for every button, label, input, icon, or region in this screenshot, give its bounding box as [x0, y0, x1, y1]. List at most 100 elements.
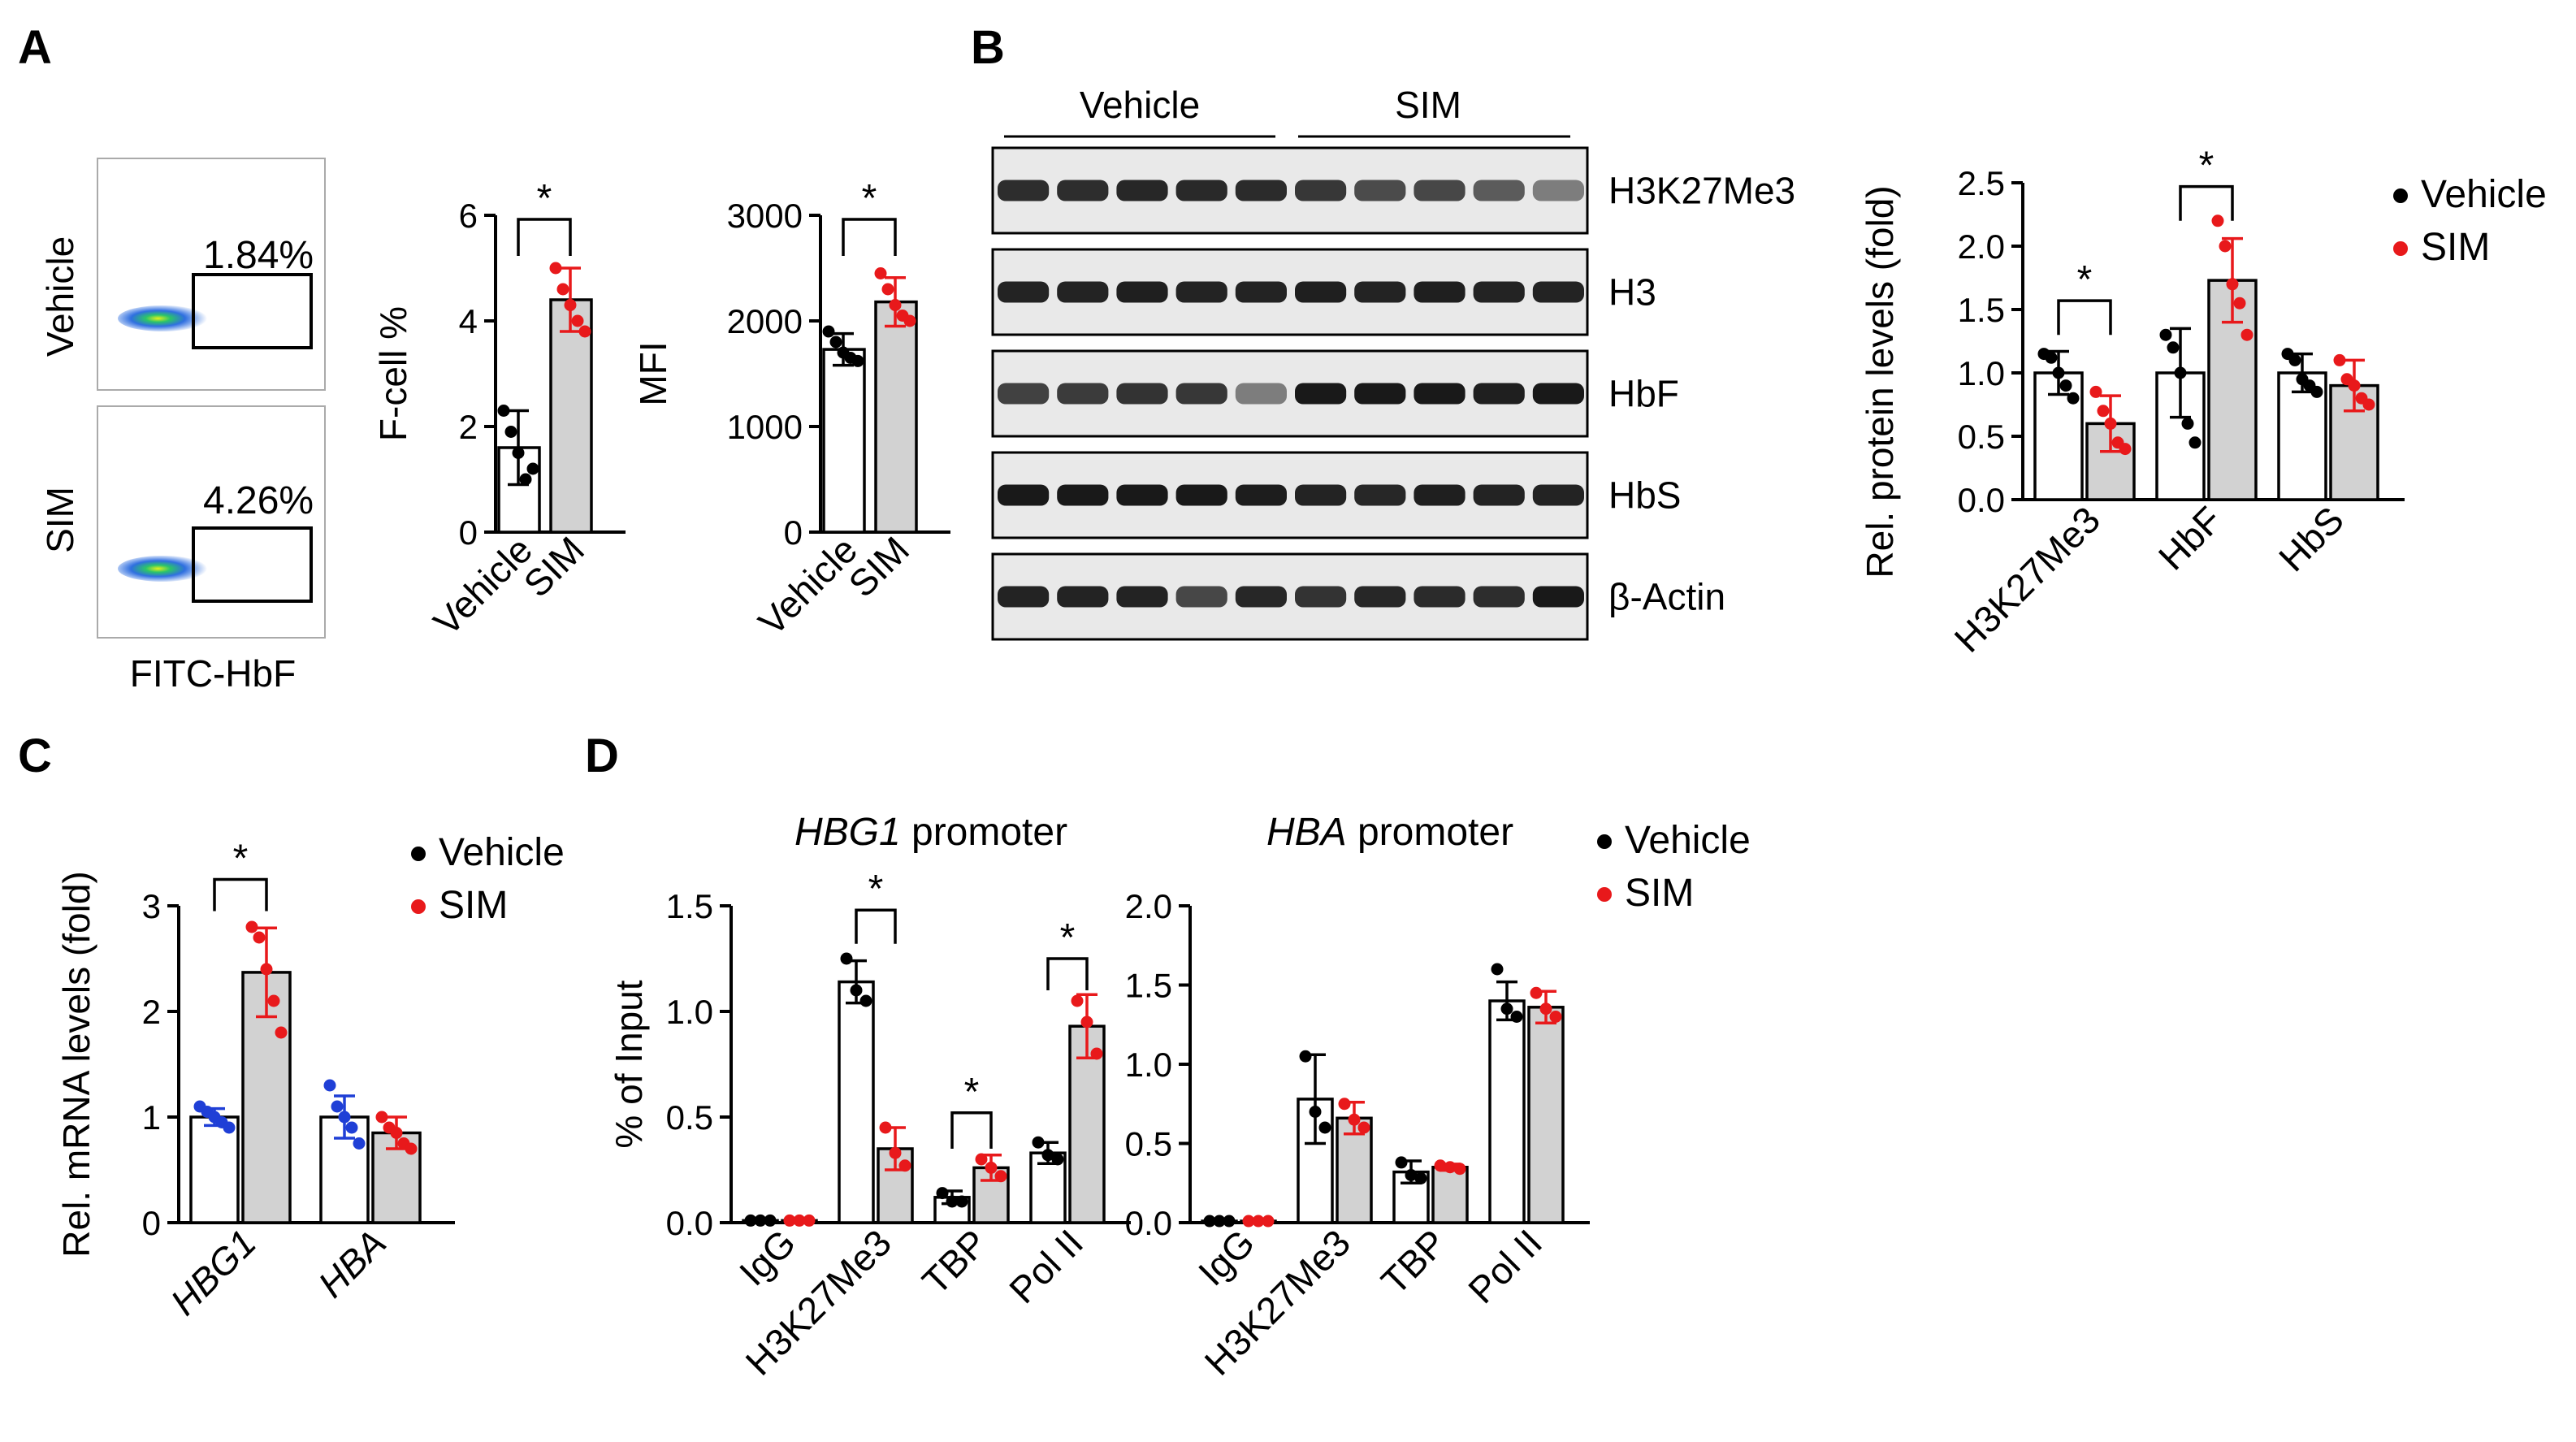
legend-label-vehicle: Vehicle [439, 831, 565, 874]
data-point [1444, 1161, 1457, 1174]
x-tick-label: HBG1 [162, 1221, 264, 1323]
blot-band [1116, 180, 1168, 201]
data-point [2348, 379, 2361, 392]
chart-title: HBG1 promoter [794, 811, 1067, 854]
flow-plot-frame [97, 158, 326, 391]
data-point [1405, 1169, 1418, 1181]
blot-band [1116, 281, 1168, 303]
blot-band [1354, 281, 1406, 303]
x-tick-label: HBA [310, 1221, 394, 1306]
x-tick-label: Pol II [1460, 1221, 1550, 1311]
y-axis-label: Rel. mRNA levels (fold) [55, 871, 97, 1257]
data-point [840, 952, 853, 965]
y-tick-label: 3000 [727, 197, 803, 235]
data-point [764, 1214, 777, 1227]
data-point [1500, 1002, 1513, 1015]
y-tick-label: 2 [459, 408, 478, 446]
data-point [405, 1142, 418, 1155]
panel-label-a: A [18, 21, 52, 74]
significance-star: * [2077, 258, 2093, 301]
significance-star: * [537, 177, 552, 220]
data-point [1080, 1015, 1093, 1028]
y-tick-label: 0.5 [1958, 418, 2005, 456]
data-point [2333, 353, 2346, 366]
data-point [1549, 1011, 1562, 1023]
data-point [253, 931, 266, 944]
significance-star: * [1060, 916, 1076, 959]
blot-band [1473, 586, 1525, 608]
legend-label-sim: SIM [439, 884, 508, 927]
significance-bracket [1046, 957, 1089, 990]
data-point [519, 473, 532, 486]
blot-band [1295, 180, 1347, 201]
significance-star: * [233, 838, 249, 881]
y-tick-label: 1.5 [666, 887, 713, 925]
bar [838, 980, 875, 1224]
data-point [275, 1026, 288, 1039]
significance-star: * [862, 177, 877, 220]
data-point [2240, 328, 2253, 341]
blot-band-label: β-Actin [1608, 576, 1725, 618]
blot-band [1057, 484, 1109, 506]
x-tick-label: Vehicle [425, 528, 540, 643]
blot-band [1057, 180, 1109, 201]
data-point [1357, 1121, 1370, 1134]
data-point [1309, 1106, 1322, 1118]
flow-gate [192, 526, 313, 603]
blot-band [1473, 383, 1525, 405]
significance-bracket [842, 218, 897, 256]
y-tick-label: 0.0 [1958, 481, 2005, 519]
blot-band [1414, 586, 1466, 608]
western-blot: Vehicle SIM H3K27Me3 H3 HbF HbS β-Actin [991, 84, 1795, 641]
legend-marker-vehicle [411, 847, 426, 861]
blot-band [1295, 484, 1347, 506]
legend-label-vehicle: Vehicle [1625, 819, 1751, 862]
blot-band [1116, 383, 1168, 405]
data-point [2226, 278, 2239, 291]
flow-density-cloud [118, 556, 207, 582]
data-point [1262, 1215, 1275, 1228]
blot-band [998, 586, 1050, 608]
data-point [1318, 1121, 1331, 1134]
data-point [1223, 1215, 1236, 1228]
data-point [850, 984, 863, 997]
data-point [504, 426, 517, 438]
y-tick-label: 2.0 [1125, 887, 1172, 925]
data-point [245, 920, 258, 933]
data-point [829, 336, 842, 349]
data-point [2310, 385, 2323, 398]
panel-label-b: B [971, 21, 1005, 74]
bar [1336, 1116, 1373, 1224]
significance-bracket [950, 1111, 993, 1149]
data-point [2067, 392, 2080, 405]
blot-band [1532, 281, 1584, 303]
blot-band [1235, 383, 1287, 405]
data-point [2104, 417, 2117, 430]
data-point [1051, 1153, 1064, 1166]
chart-title-gene: HBG1 [794, 811, 901, 854]
data-point [353, 1137, 366, 1150]
chart-title-gene: HBA [1266, 811, 1347, 854]
blot-band [1057, 383, 1109, 405]
x-tick-label: Vehicle [750, 528, 865, 643]
x-tick-label: SIM [515, 528, 592, 605]
panel-label-c: C [18, 730, 52, 782]
blot-group-label-sim: SIM [1395, 84, 1461, 126]
data-point [260, 963, 273, 976]
bar [1527, 1006, 1565, 1224]
y-tick-label: 1 [142, 1098, 161, 1137]
legend-label-vehicle: Vehicle [2421, 173, 2547, 216]
legend-marker-vehicle [1597, 834, 1612, 849]
flow-gate [192, 273, 313, 349]
data-point [323, 1079, 336, 1092]
y-axis-label: F-cell % [372, 306, 414, 441]
bar [874, 300, 918, 534]
data-point [936, 1187, 949, 1200]
data-point [526, 462, 539, 475]
x-tick-label: Pol II [1001, 1221, 1091, 1311]
chart-mrna: 0 1 2 3 Rel. mRNA levels (fold) HBG1 HBA * Vehic… [55, 831, 565, 1323]
blot-band-label: H3K27Me3 [1608, 170, 1795, 212]
y-tick-label: 0 [784, 513, 803, 552]
data-point [985, 1161, 998, 1174]
